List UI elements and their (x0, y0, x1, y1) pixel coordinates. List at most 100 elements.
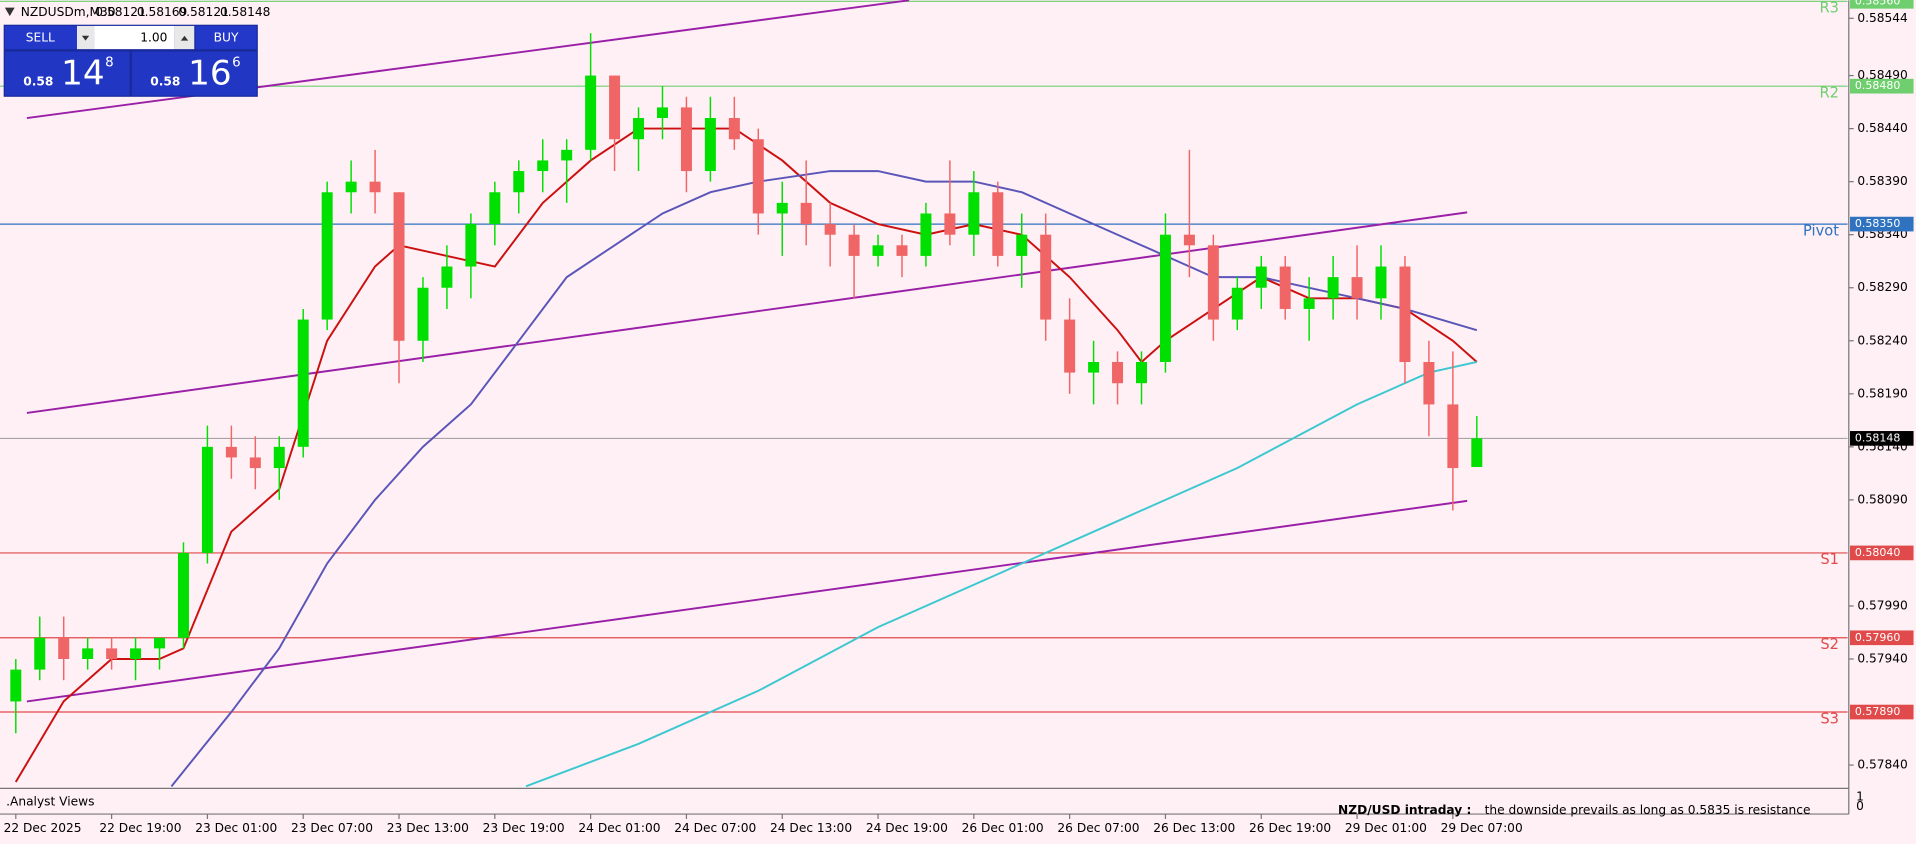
x-tick-label: 24 Dec 01:00 (578, 821, 660, 835)
ask-point: 6 (232, 56, 241, 71)
indicator-tick-label: 0 (1856, 799, 1864, 813)
y-tick-label: 0.58240 (1857, 333, 1907, 347)
x-tick-label: 22 Dec 2025 (4, 821, 82, 835)
candle-body (489, 192, 501, 225)
candle-body (177, 552, 189, 638)
candle-body (106, 648, 118, 660)
x-tick-label: 26 Dec 19:00 (1249, 821, 1331, 835)
candle-body (1183, 234, 1195, 246)
bid-pips: 14 (61, 53, 105, 93)
candle-body (1088, 361, 1100, 373)
level-name: S2 (1820, 636, 1839, 653)
candle-body (1040, 234, 1052, 320)
y-tick-label: 0.58544 (1857, 11, 1908, 25)
price-label: 0.58148 (1855, 431, 1900, 444)
x-tick-label: 24 Dec 19:00 (866, 821, 948, 835)
x-tick-label: 23 Dec 13:00 (387, 821, 469, 835)
x-tick-label: 22 Dec 19:00 (99, 821, 181, 835)
candle-body (130, 648, 142, 660)
candle-body (1423, 361, 1435, 405)
candle-body (58, 637, 70, 660)
moving-average (170, 170, 1478, 787)
candle-body (249, 457, 261, 469)
candle-body (585, 75, 597, 150)
level-price: 0.57960 (1855, 631, 1900, 644)
level-box (1850, 704, 1914, 720)
candle-body (465, 224, 477, 267)
candle-body (800, 202, 812, 225)
moving-average (525, 361, 1478, 788)
y-tick-label: 0.57990 (1857, 598, 1907, 612)
candle-body (1159, 234, 1171, 362)
candle-body (992, 192, 1004, 256)
candle-body (920, 213, 932, 256)
candle-body (393, 192, 405, 341)
candle-body (417, 287, 429, 341)
candle-body (513, 171, 525, 193)
ask-big: 0.58 (150, 75, 180, 89)
ask-tile[interactable] (131, 51, 257, 96)
candle-body (154, 637, 166, 649)
trendline (26, 0, 910, 120)
candle-body (273, 446, 285, 469)
symbol: NZDUSDm,M30 (21, 5, 116, 19)
volume: 1.00 (140, 31, 167, 45)
header-icon (4, 7, 15, 17)
candle-body (201, 446, 213, 553)
candle-body (776, 202, 788, 214)
candle-body (345, 181, 357, 193)
x-tick-label: 26 Dec 13:00 (1153, 821, 1235, 835)
level-box (1850, 216, 1914, 232)
candle-body (1231, 287, 1243, 320)
y-tick-label: 0.58290 (1857, 280, 1907, 294)
candle-body (1447, 404, 1459, 469)
bid-point: 8 (105, 56, 114, 71)
buy-label: BUY (214, 31, 239, 45)
candle-body (1351, 277, 1363, 299)
sell-button[interactable] (4, 25, 77, 50)
candle-body (1064, 319, 1076, 373)
y-tick-label: 0.58490 (1857, 68, 1907, 82)
bid-big: 0.58 (23, 75, 53, 89)
candle-body (225, 446, 237, 458)
volume-input[interactable] (94, 25, 175, 50)
candle-body (1279, 266, 1291, 309)
bid-tile[interactable] (4, 51, 130, 96)
level-price: 0.57890 (1855, 705, 1900, 718)
ask-pips: 16 (188, 53, 232, 93)
candle-body (10, 669, 22, 702)
candle-body (82, 648, 94, 660)
candle-body (1136, 361, 1147, 384)
x-tick-label: 26 Dec 07:00 (1057, 821, 1139, 835)
plot-area (0, 0, 1848, 788)
x-tick-label: 23 Dec 01:00 (195, 821, 277, 835)
level-box (1850, 0, 1914, 9)
buy-button[interactable] (195, 25, 257, 50)
candle-body (752, 139, 764, 214)
down-arrow (81, 35, 90, 41)
candle-body (680, 107, 692, 172)
level-name: R2 (1820, 85, 1840, 102)
open: 0.58121 (95, 5, 145, 19)
close: 0.58148 (220, 5, 270, 19)
level-box (1850, 545, 1914, 561)
level-name: S1 (1820, 551, 1839, 568)
candle-body (896, 245, 908, 256)
candle-body (848, 234, 860, 256)
candle-body (537, 160, 549, 172)
level-price: 0.58040 (1855, 546, 1900, 559)
candle-body (1016, 234, 1028, 256)
y-tick-label: 0.58440 (1857, 121, 1907, 135)
candle-body (609, 75, 621, 140)
candle-body (656, 107, 668, 119)
x-tick-label: 29 Dec 07:00 (1441, 821, 1523, 835)
low: 0.58121 (178, 5, 228, 19)
candle-body (1207, 245, 1219, 320)
high: 0.58169 (137, 5, 187, 19)
candle-body (968, 192, 980, 235)
candle-body (728, 118, 740, 140)
candle-body (1327, 277, 1339, 299)
